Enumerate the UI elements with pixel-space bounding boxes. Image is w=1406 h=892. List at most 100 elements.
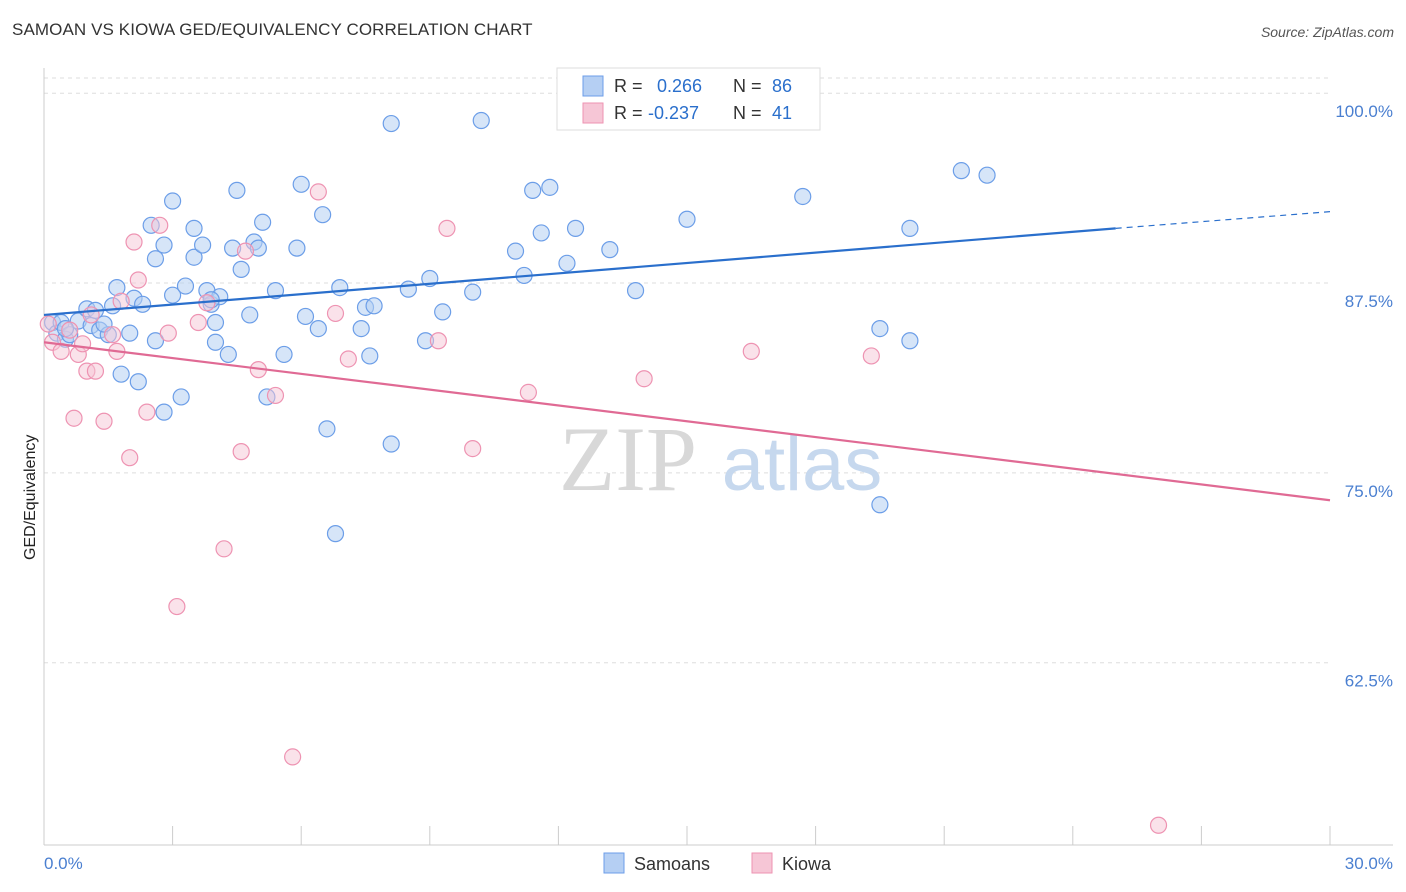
kiowa-point: [95, 412, 113, 430]
samoans-point: [146, 250, 165, 268]
kiowa-point: [339, 350, 357, 368]
tick-labels: 62.5% 75.0% 87.5% 100.0% 0.0% 30.0%: [44, 102, 1393, 873]
samoans-point: [464, 283, 482, 301]
samoans-point: [541, 178, 559, 196]
samoans-point: [352, 320, 370, 338]
samoans-point: [901, 332, 919, 350]
samoans-point: [871, 320, 889, 338]
trend-lines: [43, 211, 1331, 502]
kiowa-point: [266, 386, 285, 405]
samoans-point: [314, 206, 332, 224]
samoans-point: [228, 181, 246, 199]
samoans-point: [254, 213, 272, 231]
samoans-point: [506, 242, 525, 260]
series-legend: Samoans Kiowa: [603, 852, 832, 874]
kiowa-point: [121, 449, 139, 467]
legend-r-label-samoans: R =: [614, 76, 643, 96]
samoans-point: [434, 303, 452, 321]
legend-swatch-samoans: [582, 75, 604, 97]
chart-title: SAMOAN VS KIOWA GED/EQUIVALENCY CORRELAT…: [12, 20, 533, 39]
legend-swatch-kiowa: [582, 102, 604, 124]
kiowa-point: [215, 540, 233, 558]
kiowa-point: [309, 183, 327, 201]
kiowa-point: [112, 292, 130, 310]
samoans-point: [266, 282, 285, 300]
samoans-point: [331, 278, 349, 297]
samoans-point: [146, 332, 165, 350]
samoans-point: [172, 388, 190, 406]
kiowa-point: [429, 332, 447, 350]
samoans-point: [185, 219, 203, 237]
samoans-point: [164, 286, 182, 304]
samoans-point: [206, 313, 225, 332]
samoans-point: [296, 307, 315, 326]
legend-n-value-kiowa: 41: [772, 103, 792, 123]
bottom-legend-swatch-samoans: [603, 852, 625, 874]
samoans-point: [275, 345, 293, 364]
samoans-point: [112, 365, 130, 383]
bottom-legend-label-samoans: Samoans: [634, 854, 710, 874]
samoans-point: [382, 114, 400, 133]
samoans-point: [361, 347, 379, 365]
samoans-point: [309, 320, 327, 338]
kiowa-point: [129, 271, 147, 289]
samoans-point: [194, 236, 212, 254]
samoans-point: [952, 162, 970, 180]
legend-r-label-kiowa: R =: [614, 103, 643, 123]
samoans-point: [326, 525, 345, 543]
legend-n-label-kiowa: N =: [733, 103, 762, 123]
samoans-point: [566, 219, 585, 237]
samoans-point: [155, 403, 173, 421]
samoans-point: [871, 496, 889, 514]
kiowa-point: [519, 383, 537, 401]
samoans-point: [206, 333, 225, 351]
kiowa-point: [326, 304, 345, 323]
kiowa-point: [159, 324, 177, 342]
bottom-legend-label-kiowa: Kiowa: [782, 854, 832, 874]
samoans-point: [365, 297, 383, 315]
kiowa-point: [65, 409, 83, 427]
bottom-legend-swatch-kiowa: [751, 852, 773, 874]
samoans-point: [241, 306, 259, 324]
samoans-trend-line: [43, 227, 1116, 317]
samoans-point: [382, 435, 400, 453]
samoans-point: [176, 277, 195, 295]
samoans-point: [232, 260, 250, 278]
kiowa-point: [151, 216, 169, 234]
kiowa-point: [232, 443, 250, 461]
x-tick-label: 30.0%: [1345, 854, 1393, 873]
samoans-point: [121, 324, 139, 342]
correlation-legend: R = 0.266 N = 86 R = -0.237 N = 41: [556, 67, 821, 131]
y-tick-label: 100.0%: [1335, 102, 1393, 121]
samoans-point: [164, 192, 182, 210]
source-note: Source: ZipAtlas.com: [1260, 24, 1394, 40]
kiowa-point: [742, 342, 760, 360]
kiowa-point: [236, 242, 255, 260]
samoans-point: [129, 373, 147, 391]
y-tick-label: 87.5%: [1345, 292, 1393, 311]
kiowa-trend-line: [43, 341, 1331, 502]
legend-n-label-samoans: N =: [733, 76, 762, 96]
samoans-point: [472, 111, 490, 130]
kiowa-point: [438, 219, 456, 237]
kiowa-point: [189, 313, 207, 332]
y-tick-label: 62.5%: [1345, 672, 1393, 691]
samoans-point: [292, 175, 310, 193]
kiowa-point: [138, 403, 156, 421]
kiowa-point: [86, 362, 105, 380]
samoans-point: [288, 239, 306, 257]
samoans-point: [318, 420, 336, 438]
y-tick-label: 75.0%: [1345, 482, 1393, 501]
samoans-point: [399, 280, 417, 298]
kiowa-point: [103, 326, 122, 344]
samoans-trend-extension: [1115, 211, 1331, 229]
samoans-point: [133, 295, 152, 313]
legend-n-value-samoans: 86: [772, 76, 792, 96]
samoans-point: [558, 254, 576, 272]
samoans-point: [901, 219, 919, 237]
x-tick-label: 0.0%: [44, 854, 83, 873]
kiowa-point: [61, 321, 79, 339]
samoans-point: [626, 282, 645, 300]
samoans-point: [155, 236, 173, 254]
